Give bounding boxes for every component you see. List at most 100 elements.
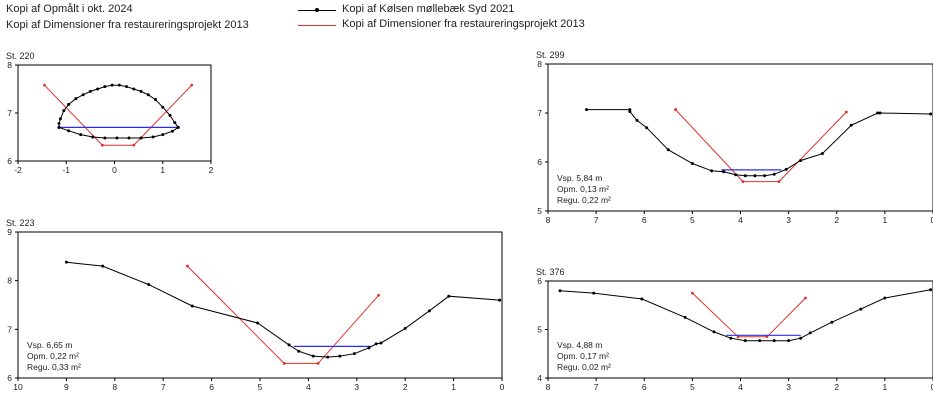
legend-item-survey-2021: Kopi af Kølsen møllebæk Syd 2021: [342, 3, 515, 15]
x-tick-label: 7: [594, 215, 599, 225]
survey-point: [139, 136, 143, 140]
x-tick-label: 6: [209, 382, 214, 392]
survey-line: [58, 84, 179, 128]
survey-point: [311, 354, 315, 358]
design-point: [190, 83, 194, 87]
survey-point: [859, 307, 863, 311]
survey-point: [379, 341, 383, 345]
survey-point: [878, 111, 882, 115]
design-point: [377, 293, 380, 297]
survey-point: [645, 126, 649, 130]
x-tick-label: 2: [834, 382, 839, 392]
survey-point: [690, 161, 694, 165]
y-tick-label: 6: [537, 276, 542, 286]
survey-point: [151, 135, 155, 139]
chart-title: St. 223: [6, 218, 35, 228]
info-text: Vsp. 5,84 m: [557, 173, 602, 183]
survey-point: [710, 169, 714, 173]
survey-point: [712, 330, 716, 334]
survey-point: [640, 297, 644, 301]
survey-point: [498, 298, 502, 302]
chart-title: St. 220: [6, 51, 35, 61]
survey-point: [88, 89, 92, 93]
survey-line: [559, 289, 931, 342]
survey-point: [592, 291, 596, 295]
survey-point: [147, 283, 151, 287]
survey-point: [876, 111, 880, 115]
survey-point: [132, 87, 136, 91]
survey-point: [161, 105, 165, 109]
survey-point: [79, 133, 83, 137]
survey-point: [820, 152, 824, 156]
y-tick-label: 8: [7, 276, 12, 286]
survey-point: [125, 85, 129, 89]
x-tick-label: 1: [160, 165, 165, 175]
survey-point: [67, 129, 71, 133]
survey-point: [558, 289, 562, 293]
y-tick-label: 7: [7, 324, 12, 334]
design-point: [804, 296, 807, 300]
survey-point: [849, 123, 853, 127]
info-text: Vsp. 6,65 m: [27, 340, 72, 350]
legend: Kopi af Opmålt i okt. 2024 Kopi af Dimen…: [0, 0, 933, 34]
survey-point: [176, 125, 180, 129]
design-point: [43, 83, 46, 87]
y-tick-label: 4: [537, 373, 542, 383]
design-line: [44, 84, 193, 146]
survey-point: [758, 339, 762, 343]
info-text: Regu. 0,22 m²: [557, 195, 611, 205]
survey-point: [115, 136, 119, 140]
survey-point: [628, 110, 632, 114]
x-tick-label: 2: [209, 165, 214, 175]
survey-point: [173, 121, 177, 125]
survey-point: [784, 167, 788, 171]
x-tick-label: 4: [738, 382, 743, 392]
survey-line: [58, 126, 179, 139]
survey-point: [91, 135, 95, 139]
x-tick-label: 2: [834, 215, 839, 225]
survey-point: [101, 264, 105, 268]
survey-point: [743, 174, 747, 178]
x-tick-label: 1: [883, 382, 888, 392]
design-point: [282, 362, 286, 365]
survey-point: [799, 159, 803, 163]
design-point: [741, 180, 745, 184]
design-point: [316, 362, 320, 365]
survey-point: [799, 336, 803, 340]
survey-point: [326, 355, 330, 359]
survey-point: [729, 336, 733, 340]
survey-point: [772, 172, 776, 176]
survey-point: [57, 122, 61, 126]
design-point: [186, 264, 189, 268]
x-tick-label: 3: [786, 382, 791, 392]
y-tick-label: 6: [7, 156, 12, 166]
design-point: [674, 108, 677, 111]
survey-point: [787, 339, 791, 343]
y-tick-label: 8: [7, 60, 12, 70]
x-tick-label: 3: [786, 215, 791, 225]
design-point: [777, 180, 781, 184]
design-point: [844, 110, 848, 114]
survey-point: [103, 85, 107, 89]
y-tick-label: 7: [7, 108, 12, 118]
x-tick-label: 8: [546, 382, 551, 392]
survey-point: [62, 109, 66, 113]
survey-point: [763, 174, 767, 178]
survey-point: [139, 89, 143, 93]
survey-point: [403, 326, 407, 330]
info-text: Regu. 0,02 m²: [557, 362, 611, 372]
x-tick-label: 9: [64, 382, 69, 392]
x-tick-label: 0: [112, 165, 117, 175]
survey-point: [367, 346, 371, 350]
survey-point: [117, 83, 121, 87]
x-tick-label: 6: [642, 215, 647, 225]
survey-point: [635, 118, 639, 122]
x-tick-label: 4: [306, 382, 311, 392]
y-tick-label: 6: [7, 373, 12, 383]
survey-point: [74, 97, 78, 101]
survey-point: [256, 321, 260, 325]
legend-item-design-2013-red: Kopi af Dimensioner fra restaureringspro…: [342, 18, 585, 30]
